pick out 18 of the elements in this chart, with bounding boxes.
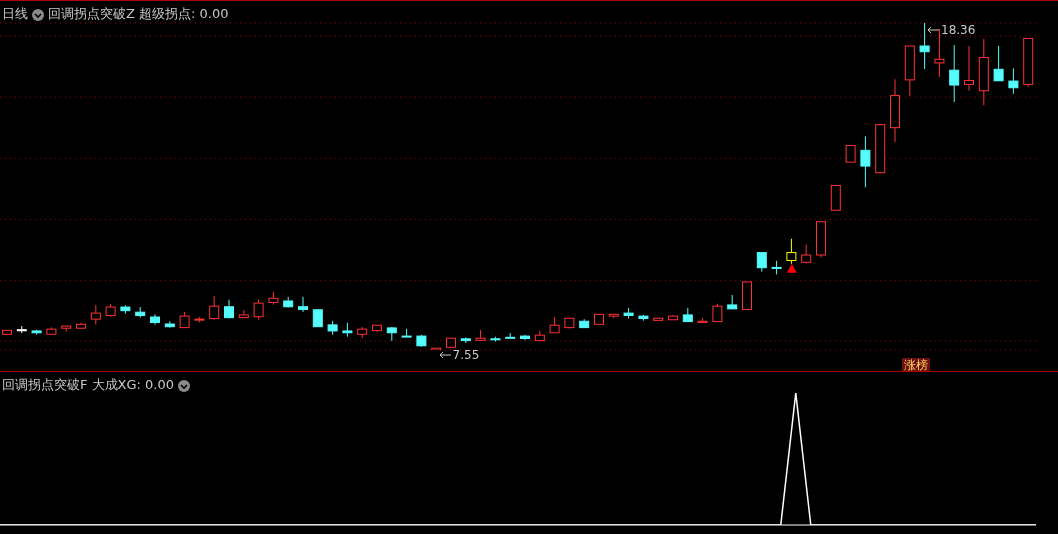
candlestick (298, 296, 308, 313)
chart-subtitle: 回调拐点突破Z 超级拐点: 0.00 (48, 6, 229, 21)
text: 涨榜 (902, 358, 930, 372)
candlestick (919, 23, 930, 70)
candlestick (1008, 67, 1019, 95)
candlestick (253, 299, 264, 321)
candlestick (993, 45, 1004, 82)
chart-title: 回调拐点突破F 大成XG: 0.00 (2, 377, 175, 392)
candlestick (209, 295, 220, 321)
annotation: 18.36 (941, 23, 976, 37)
candlestick (90, 304, 101, 326)
candlestick (949, 44, 960, 103)
candlestick (964, 45, 974, 92)
candlestick (756, 252, 767, 273)
candlestick (224, 299, 234, 320)
chart-title: 日线 (2, 6, 28, 21)
annotation: 7.55 (452, 348, 480, 362)
candlestick (860, 135, 871, 188)
